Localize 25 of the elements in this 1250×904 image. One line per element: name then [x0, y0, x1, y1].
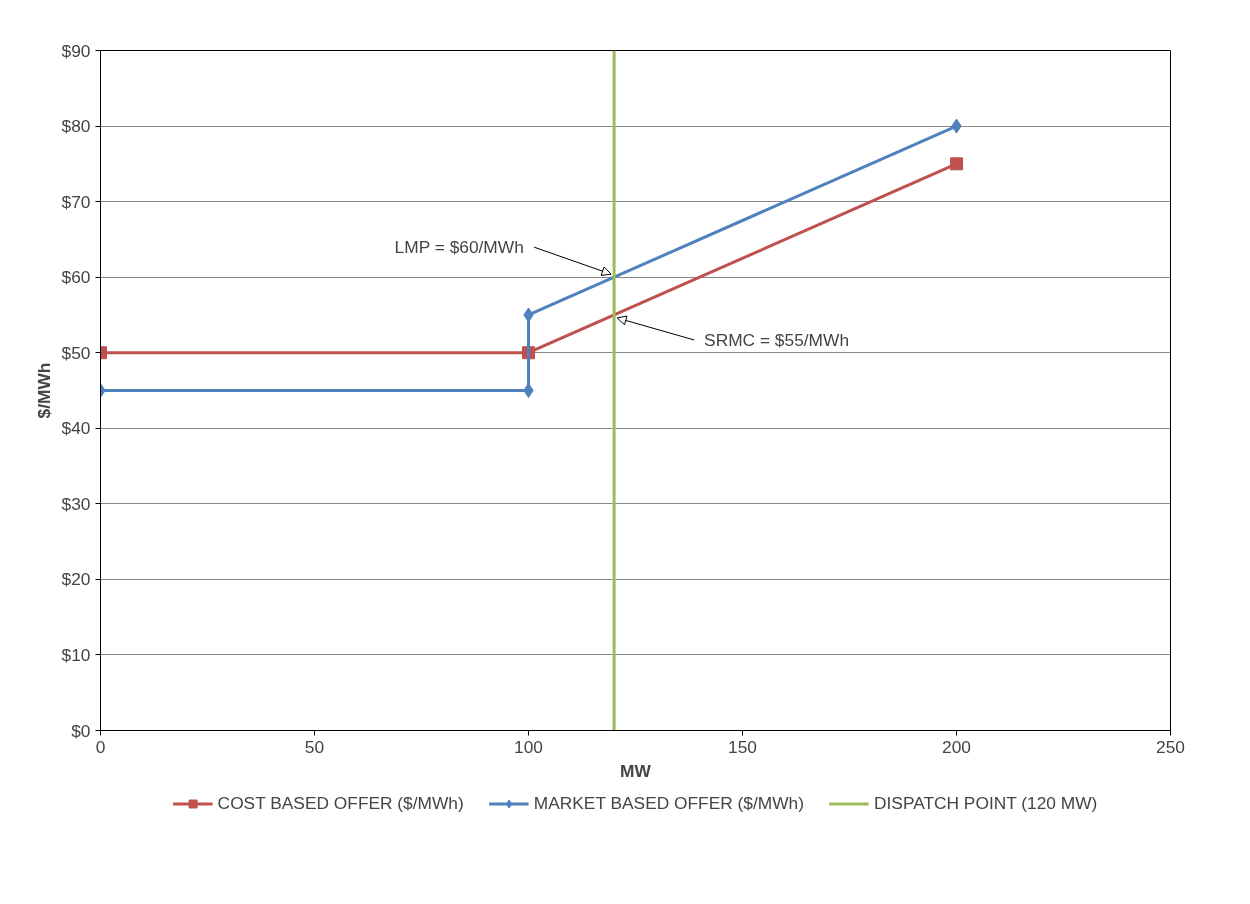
annotation: SRMC = $55/MWh	[704, 329, 850, 350]
x-axis-title: MW	[620, 760, 652, 781]
x-tick-label: 200	[942, 736, 971, 757]
legend-label: MARKET BASED OFFER ($/MWh)	[533, 792, 805, 814]
point	[523, 383, 534, 398]
y-axis-title: $/MWh	[33, 362, 54, 419]
point	[950, 157, 963, 171]
y-tick-label: $30	[61, 493, 91, 514]
annotation: LMP = $60/MWh	[394, 237, 524, 258]
y-tick-label: $0	[71, 720, 91, 741]
y-tick-label: $90	[61, 40, 91, 61]
x-tick-label: 250	[1156, 736, 1185, 757]
legend-label: DISPATCH POINT (120 MW)	[874, 792, 1098, 814]
y-tick-label: $20	[61, 569, 91, 590]
y-tick-label: $80	[61, 116, 91, 137]
y-tick-label: $10	[61, 644, 91, 665]
y-tick-label: $50	[61, 342, 91, 363]
y-tick-label: $60	[61, 267, 91, 288]
x-tick-label: 0	[95, 736, 106, 757]
y-tick-label: $70	[61, 191, 91, 212]
x-tick-label: 50	[304, 736, 325, 757]
x-tick-label: 100	[514, 736, 543, 757]
legend-label: COST BASED OFFER ($/MWh)	[217, 792, 464, 814]
y-tick-label: $40	[61, 418, 91, 439]
x-tick-label: 150	[728, 736, 757, 757]
